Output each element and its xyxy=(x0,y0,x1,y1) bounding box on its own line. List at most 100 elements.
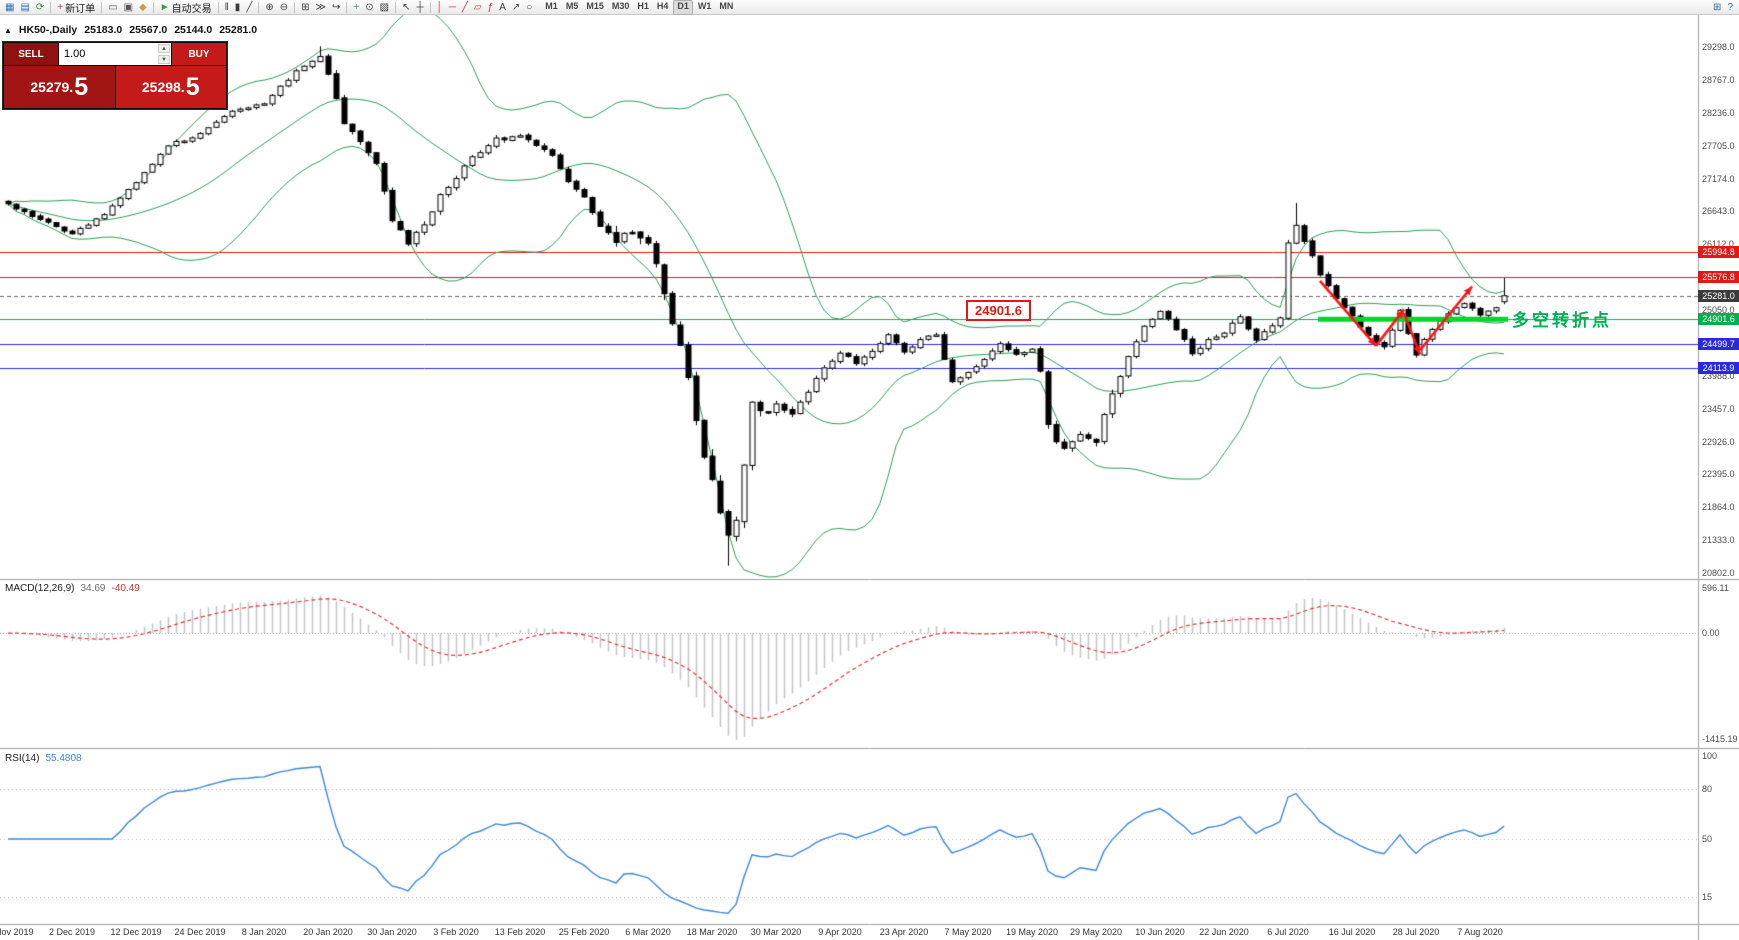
metaeditor-button[interactable]: ◆ xyxy=(137,1,149,14)
buy-button[interactable]: BUY xyxy=(172,43,226,65)
timeframe-m30-button[interactable]: M30 xyxy=(611,0,630,11)
y-axis-label: 21864.0 xyxy=(1702,502,1735,513)
new-window-button[interactable]: ⊞ xyxy=(1711,1,1723,14)
date-label: 6 Mar 2020 xyxy=(625,927,671,937)
toolbar-separator xyxy=(294,1,296,13)
zoom-out-button[interactable]: ⊖ xyxy=(278,1,290,14)
date-label: 18 Mar 2020 xyxy=(686,927,738,937)
toolbar-separator xyxy=(395,1,397,13)
toolbar-left-groups: ▦ ▤ ⟳ + 新订单 ▭ ▣ ◆ ► 自动交易 ‖ ▮ ╱ ⊕ ⊖ ⊞ ≫ ↪ + ⊙ ▨ ↖ ┼ │ ─ ╱ ▱ ƒ A ↗ ○ xyxy=(2,0,535,15)
trendline-button[interactable]: ╱ xyxy=(460,1,470,14)
line-chart-icon: ╱ xyxy=(246,1,253,13)
templates-button[interactable]: ▨ xyxy=(378,1,391,14)
profiles-button[interactable]: ▤ xyxy=(18,1,31,14)
macd-indicator-header: MACD(12,26,9) 34.69 -40.49 xyxy=(5,583,140,594)
tile-windows-button[interactable]: ⊞ xyxy=(299,1,311,14)
volume-box: ▲ ▼ xyxy=(59,43,171,65)
timeframe-m5-button[interactable]: M5 xyxy=(565,0,579,11)
timeframe-d1-button[interactable]: D1 xyxy=(673,0,693,15)
toolbar-separator xyxy=(101,1,103,13)
buy-price[interactable]: 25298. 5 xyxy=(115,66,226,108)
timeframe-h4-button[interactable]: H4 xyxy=(656,0,669,11)
macd-signal-value: -40.49 xyxy=(111,583,140,594)
autotrading-button[interactable]: ► 自动交易 xyxy=(158,1,214,15)
bar-chart-button[interactable]: ‖ xyxy=(223,1,231,14)
low-value: 25144.0 xyxy=(174,24,213,36)
date-label: 7 Aug 2020 xyxy=(1457,927,1503,937)
trade-panel-collapse-icon[interactable]: ▲ xyxy=(4,25,12,35)
candlestick-icon: ▮ xyxy=(234,1,241,13)
timeframe-w1-button[interactable]: W1 xyxy=(697,0,712,11)
price-annotation-box[interactable]: 24901.6 xyxy=(966,300,1031,321)
help-button[interactable]: ? xyxy=(1725,1,1735,14)
periods-button[interactable]: ⊙ xyxy=(363,1,375,14)
chart-shift-button[interactable]: ↪ xyxy=(330,1,342,14)
new-order-icon: + xyxy=(57,1,64,13)
terminal-button[interactable]: ▭ xyxy=(106,1,119,14)
buy-price-big-digit: 5 xyxy=(185,72,200,101)
vertical-line-button[interactable]: │ xyxy=(435,1,445,14)
trendline-icon: ╱ xyxy=(461,1,468,13)
sell-price[interactable]: 25279. 5 xyxy=(4,66,115,108)
date-label: 23 Apr 2020 xyxy=(879,927,929,937)
indicators-button[interactable]: + xyxy=(351,1,361,14)
y-axis-label: 28767.0 xyxy=(1702,74,1735,85)
one-click-trading-panel: SELL ▲ ▼ BUY 25279.5 25298.5 xyxy=(2,41,228,110)
price-tag: 25994.8 xyxy=(1698,245,1739,258)
rsi-indicator-header: RSI(14) 55.4808 xyxy=(5,753,82,764)
new-chart-button[interactable]: ▦ xyxy=(3,1,16,14)
timeframe-m1-button[interactable]: M1 xyxy=(545,0,558,11)
tile-windows-icon: ⊞ xyxy=(301,1,310,13)
fibonacci-button[interactable]: ƒ xyxy=(486,1,496,14)
date-label: 29 May 2020 xyxy=(1069,927,1123,937)
date-label: 8 Jan 2020 xyxy=(241,927,287,937)
volume-input[interactable] xyxy=(59,43,171,65)
sell-price-main: 25279. xyxy=(30,79,74,95)
macd-value: 34.69 xyxy=(80,583,106,594)
y-axis-label: 26112.0 xyxy=(1702,239,1734,250)
sell-button[interactable]: SELL xyxy=(4,43,58,65)
price-tag: 25281.0 xyxy=(1698,289,1739,302)
channel-button[interactable]: ▱ xyxy=(472,1,484,14)
strategy-tester-button[interactable]: ▣ xyxy=(122,1,135,14)
date-label: 30 Mar 2020 xyxy=(750,927,802,937)
autotrading-label: 自动交易 xyxy=(171,3,212,15)
arrow-tool-button[interactable]: ↗ xyxy=(510,1,522,14)
timeframe-m15-button[interactable]: M15 xyxy=(586,0,604,11)
y-axis-label: 22926.0 xyxy=(1702,436,1735,447)
date-label: 7 May 2020 xyxy=(944,927,992,937)
rsi-axis-label: 100 xyxy=(1702,751,1718,761)
horizontal-line-icon: ─ xyxy=(448,1,456,13)
arrow-tool-icon: ↗ xyxy=(511,1,521,13)
zoom-in-button[interactable]: ⊕ xyxy=(263,1,275,14)
volume-down-icon[interactable]: ▼ xyxy=(158,55,170,64)
price-tag: 24499.7 xyxy=(1698,338,1739,351)
price-tag: 24113.9 xyxy=(1698,361,1739,374)
new-chart-icon: ▦ xyxy=(5,1,15,13)
date-label: 22 Jun 2020 xyxy=(1199,927,1249,937)
crosshair-button[interactable]: ┼ xyxy=(414,1,425,14)
toolbar-separator xyxy=(429,1,431,13)
y-axis-label: 20802.0 xyxy=(1702,568,1735,578)
date-label: 3 Feb 2020 xyxy=(433,927,479,937)
date-label: 30 Jan 2020 xyxy=(367,927,417,937)
timeframe-mn-button[interactable]: MN xyxy=(719,0,734,11)
cursor-button[interactable]: ↖ xyxy=(400,1,412,14)
shapes-button[interactable]: ○ xyxy=(524,1,534,14)
turning-point-annotation[interactable]: 多空转折点 xyxy=(1512,311,1612,330)
indicators-icon: + xyxy=(353,1,360,13)
rsi-axis-label: 80 xyxy=(1702,784,1713,795)
vertical-line-icon: │ xyxy=(436,1,443,13)
text-button[interactable]: A xyxy=(497,1,508,14)
auto-scroll-button[interactable]: ≫ xyxy=(314,1,328,14)
volume-up-icon[interactable]: ▲ xyxy=(158,44,170,53)
candlestick-button[interactable]: ▮ xyxy=(233,1,243,14)
y-axis-label: 26643.0 xyxy=(1702,206,1735,217)
horizontal-line-button[interactable]: ─ xyxy=(447,1,458,14)
line-chart-button[interactable]: ╱ xyxy=(244,1,254,14)
toolbar-separator xyxy=(346,1,348,13)
new-order-button[interactable]: + 新订单 xyxy=(55,1,97,15)
timeframe-h1-button[interactable]: H1 xyxy=(637,0,649,11)
refresh-button[interactable]: ⟳ xyxy=(34,1,46,14)
